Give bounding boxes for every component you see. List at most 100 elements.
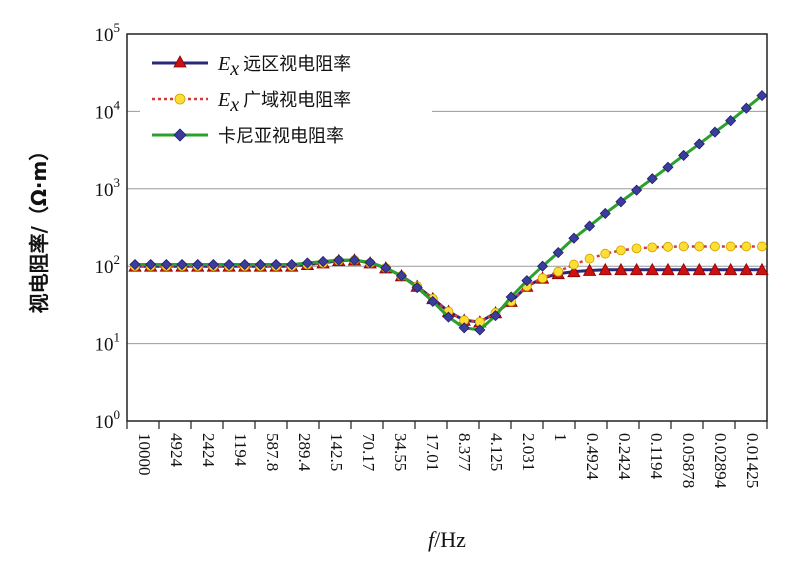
data-point-cagniard (442, 311, 455, 323)
x-tick-label: 2424 (199, 433, 218, 468)
y-axis-label: 视电阻率/（Ω·m） (27, 141, 51, 314)
data-point-cagniard (646, 173, 658, 185)
data-point-wide-field (600, 248, 611, 259)
data-point-far-field (661, 262, 675, 276)
x-tick-label: 17.01 (423, 433, 442, 471)
data-point-cagniard (725, 115, 737, 127)
data-point-far-field (629, 262, 644, 276)
data-point-far-field (598, 262, 612, 276)
legend-marker-far-field (173, 55, 187, 68)
series-cagniard (129, 90, 768, 336)
data-point-cagniard (489, 310, 502, 322)
data-point-cagniard (631, 184, 643, 196)
data-point-cagniard (709, 126, 721, 138)
data-point-far-field (755, 262, 769, 276)
x-tick-label: 8.377 (455, 433, 474, 472)
data-point-wide-field (569, 259, 579, 270)
data-point-far-field (692, 262, 706, 276)
y-tick-label: 104 (95, 97, 121, 123)
data-point-wide-field (663, 241, 673, 252)
data-point-cagniard (333, 254, 345, 266)
x-tick-label: 0.01425 (743, 433, 762, 488)
x-tick-label: 4924 (167, 433, 186, 468)
x-tick-label: 0.1194 (647, 433, 666, 480)
x-tick-label: 1194 (231, 433, 250, 467)
data-point-cagniard (552, 247, 564, 259)
data-point-far-field (614, 262, 628, 276)
data-point-far-field (645, 262, 659, 276)
data-point-cagniard (145, 258, 157, 271)
legend-label-cagniard: 卡尼亚视电阻率 (218, 126, 344, 147)
x-tick-label: 587.8 (263, 433, 282, 471)
y-tick-label: 101 (95, 330, 121, 356)
data-point-wide-field (757, 241, 767, 252)
x-tick-label: 0.02894 (711, 433, 730, 489)
x-tick-label: 0.2424 (615, 433, 634, 480)
data-point-far-field (567, 264, 581, 278)
y-tick-label: 105 (95, 20, 121, 46)
x-axis: 10000 4924 2424 1194 587.8 289.4 142.5 70.17 34.… (126, 421, 768, 489)
x-tick-label: 70.17 (359, 433, 378, 472)
legend-label-wide-field-prefix: E (217, 89, 230, 111)
data-point-cagniard (364, 256, 376, 268)
data-point-cagniard (192, 258, 204, 271)
data-point-wide-field (694, 241, 705, 252)
data-point-cagniard (693, 138, 705, 150)
x-tick-label: 0.4924 (583, 433, 602, 480)
data-point-cagniard (301, 257, 313, 269)
legend: Ex 远区视电阻率 Ex 广域视电阻率 卡尼亚视电阻率 (140, 42, 432, 160)
legend-marker-wide-field (174, 93, 186, 105)
data-point-cagniard (678, 149, 690, 161)
data-point-cagniard (207, 258, 219, 271)
x-tick-label: 2.031 (519, 433, 538, 471)
data-point-wide-field (647, 242, 658, 253)
data-point-wide-field (616, 245, 626, 256)
data-point-far-field (739, 262, 753, 276)
legend-marker-cagniard (173, 128, 187, 142)
data-point-wide-field (725, 241, 736, 252)
data-point-wide-field (741, 241, 752, 252)
legend-label-far-field-prefix: E (217, 53, 230, 75)
legend-item-cagniard: 卡尼亚视电阻率 (152, 126, 344, 147)
data-point-cagniard (521, 275, 533, 287)
data-point-cagniard (568, 232, 580, 244)
data-point-wide-field (553, 266, 564, 277)
data-point-far-field (582, 263, 597, 276)
data-point-cagniard (160, 258, 172, 271)
data-point-cagniard (348, 254, 361, 266)
data-point-cagniard (756, 90, 768, 102)
data-point-cagniard (129, 258, 141, 271)
data-point-wide-field (584, 253, 595, 264)
data-point-cagniard (317, 255, 329, 268)
data-point-far-field (708, 262, 722, 276)
x-tick-label: 10000 (135, 433, 154, 476)
data-point-cagniard (427, 295, 439, 308)
legend-label-wide-field: 广域视电阻率 (243, 90, 351, 111)
legend-item-wide-field: Ex 广域视电阻率 (152, 89, 351, 116)
data-point-cagniard (223, 258, 235, 271)
data-point-far-field (676, 262, 691, 276)
data-point-cagniard (536, 260, 549, 272)
data-point-cagniard (380, 262, 392, 274)
y-axis: 100 101 102 103 104 105 (95, 20, 121, 433)
y-tick-label: 102 (95, 252, 121, 278)
x-tick-label: 142.5 (327, 433, 346, 471)
series-layer (128, 90, 769, 336)
x-tick-label: 1 (551, 433, 570, 442)
legend-label-far-field-sub: x (229, 58, 239, 80)
data-point-cagniard (740, 102, 752, 114)
data-point-cagniard (599, 207, 611, 220)
data-point-wide-field (710, 241, 720, 252)
data-point-cagniard (395, 270, 408, 282)
legend-label-far-field: 远区视电阻率 (243, 54, 351, 75)
data-point-wide-field (678, 241, 689, 252)
data-point-far-field (723, 262, 738, 276)
data-point-cagniard (662, 161, 674, 173)
data-point-wide-field (537, 273, 548, 284)
x-tick-label: 0.05878 (679, 433, 698, 488)
legend-label-wide-field-sub: x (229, 94, 239, 116)
data-point-cagniard (615, 196, 627, 208)
legend-item-far-field: Ex 远区视电阻率 (152, 53, 351, 80)
